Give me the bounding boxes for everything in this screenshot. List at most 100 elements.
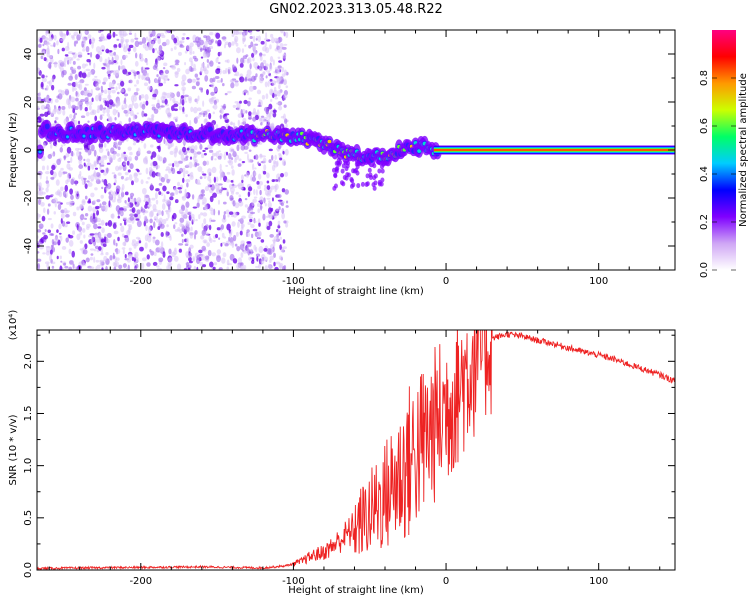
noise-speckle [134,253,137,259]
noise-speckle [213,152,217,157]
noise-speckle [78,164,84,170]
noise-speckle [77,81,82,84]
noise-speckle [81,63,86,69]
noise-speckle [221,82,225,87]
noise-speckle [232,258,238,264]
noise-speckle [88,101,93,106]
noise-speckle [252,35,256,42]
noise-speckle [84,83,89,86]
noise-speckle [196,266,199,270]
noise-speckle [242,34,246,38]
noise-speckle [41,215,46,222]
noise-speckle [38,198,41,206]
noise-speckle [156,102,161,109]
noise-speckle [202,212,208,217]
noise-speckle [106,167,109,174]
noise-speckle [258,246,264,254]
noise-speckle [66,146,72,154]
colorbar-label: Normalized spectral amplitude [738,73,749,227]
noise-speckle [106,113,110,117]
noise-speckle [94,245,100,249]
noise-speckle [260,259,265,265]
noise-speckle [128,174,133,181]
ridge-peak [327,139,332,144]
noise-speckle [54,98,59,103]
noise-speckle [114,179,117,184]
noise-speckle [116,38,120,41]
noise-speckle [79,104,83,111]
noise-speckle [127,146,133,151]
noise-speckle [278,255,283,260]
noise-speckle [262,157,267,164]
noise-speckle [81,72,87,79]
noise-speckle [166,265,170,270]
noise-speckle [174,222,178,225]
noise-speckle [113,196,117,200]
noise-speckle [73,40,77,47]
noise-speckle [77,54,83,58]
noise-speckle [110,86,115,89]
noise-speckle [280,173,285,178]
noise-speckle [122,217,128,221]
noise-speckle [277,144,282,150]
noise-speckle [232,200,236,207]
noise-speckle [204,75,209,82]
noise-speckle [164,69,170,74]
noise-speckle [151,151,157,158]
noise-speckle [270,98,273,102]
noise-speckle [85,68,91,72]
bottom-y-axis-label: SNR (10 * v/v) [8,414,19,485]
noise-speckle [37,120,42,123]
noise-speckle [247,191,251,198]
noise-speckle [277,56,281,60]
noise-speckle [220,224,225,230]
noise-speckle [277,224,280,227]
noise-speckle [246,241,252,244]
noise-speckle [71,86,75,92]
noise-speckle [248,85,254,92]
noise-speckle [135,256,139,263]
noise-speckle [147,235,152,243]
y-tick-label: 20 [23,96,34,109]
ridge-tail [349,176,354,182]
noise-speckle [85,111,90,117]
noise-speckle [115,205,121,212]
noise-speckle [228,153,232,160]
noise-speckle [183,96,187,101]
y-tick-label: 1.5 [23,406,34,422]
noise-speckle [115,104,118,107]
noise-speckle [45,176,49,181]
noise-speckle [103,89,108,95]
noise-speckle [265,93,269,100]
noise-speckle [230,165,234,169]
noise-speckle [77,65,82,70]
noise-speckle [59,265,63,270]
noise-speckle [45,195,50,200]
noise-speckle [281,73,286,77]
noise-speckle [107,151,110,157]
noise-speckle [159,143,162,146]
noise-speckle [278,60,283,63]
noise-speckle [227,214,230,218]
ridge-peak [417,149,422,153]
noise-speckle [143,143,147,149]
noise-speckle [249,63,252,70]
noise-speckle [277,220,281,225]
noise-speckle [185,164,190,167]
noise-speckle [216,227,221,231]
noise-speckle [158,182,163,186]
noise-speckle [115,248,121,255]
ridge-tail [380,168,385,174]
noise-speckle [129,213,134,217]
noise-speckle [133,197,137,203]
noise-speckle [82,37,86,45]
noise-speckle [99,260,103,267]
noise-speckle [48,80,52,87]
noise-speckle [240,174,244,181]
noise-speckle [95,259,100,263]
noise-speckle [178,243,184,246]
noise-speckle [45,75,48,78]
noise-speckle [239,62,244,68]
noise-speckle [189,156,193,160]
noise-speckle [162,185,167,192]
